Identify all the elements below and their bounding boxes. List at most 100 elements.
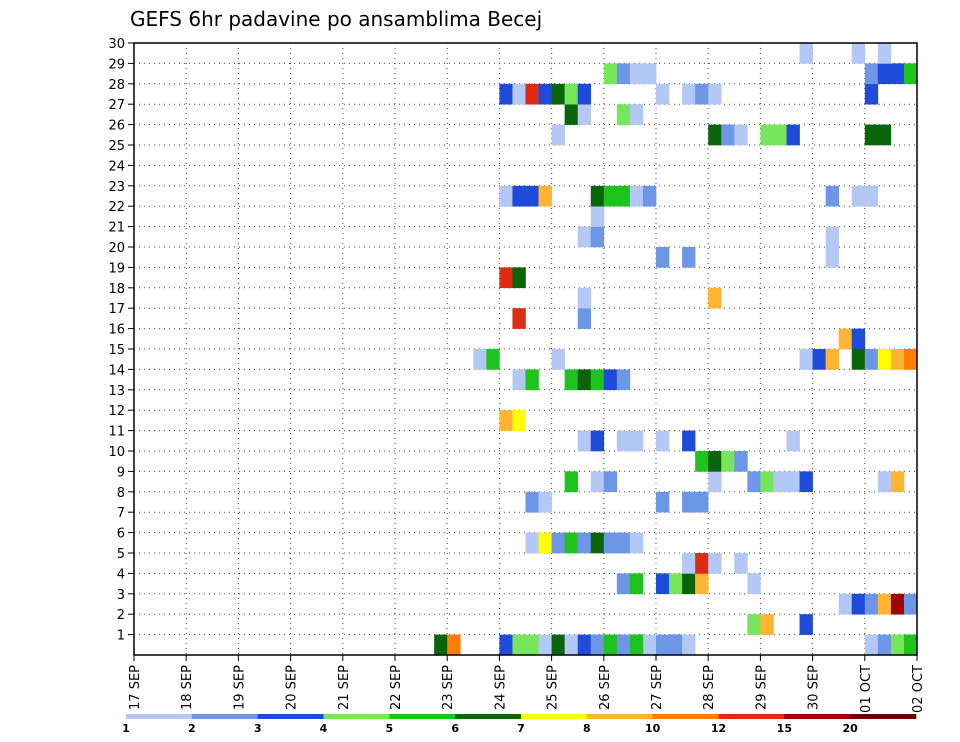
precip-cell — [682, 430, 696, 452]
legend-swatch — [784, 714, 851, 719]
precip-cell — [525, 532, 539, 554]
precip-cell — [760, 124, 774, 146]
precip-cell — [512, 267, 526, 289]
precip-cell — [603, 63, 618, 85]
y-tick-label: 26 — [108, 119, 125, 134]
precip-cell — [512, 185, 526, 207]
precip-cell — [721, 451, 735, 472]
precip-cell — [734, 451, 748, 472]
precip-cell — [864, 63, 879, 85]
precip-cell — [616, 104, 631, 125]
precip-cell — [682, 491, 696, 513]
precip-cell — [786, 471, 800, 493]
x-tick-label: 19 SEP — [232, 665, 247, 710]
precip-cell — [577, 430, 592, 452]
legend: 1 2 3 4 5 6 7 8 10 12 15 20 — [122, 714, 917, 735]
precip-cell — [642, 634, 657, 656]
precip-cell — [747, 573, 761, 595]
precip-cell — [512, 308, 526, 329]
precip-cell — [708, 553, 722, 574]
precip-cell — [603, 532, 618, 554]
precip-cell — [799, 471, 813, 493]
x-tick-label: 24 SEP — [493, 665, 508, 710]
precip-cell — [851, 328, 866, 350]
precip-cell — [760, 471, 774, 493]
precip-cell — [851, 185, 866, 207]
y-tick-label: 3 — [117, 588, 125, 603]
legend-label: 8 — [583, 722, 591, 735]
x-tick-label: 23 SEP — [441, 665, 456, 710]
precip-cell — [616, 63, 631, 85]
precip-cell — [682, 553, 696, 574]
legend-swatch — [521, 714, 588, 719]
precip-cell — [760, 614, 774, 635]
precip-cell — [473, 349, 487, 370]
precip-cell — [590, 226, 605, 248]
precip-cell — [773, 471, 787, 493]
precip-cell — [825, 349, 839, 370]
y-tick-label: 14 — [108, 363, 125, 378]
precip-cell — [747, 471, 761, 493]
y-tick-label: 30 — [108, 37, 125, 52]
precip-cell — [629, 634, 644, 656]
y-tick-label: 7 — [117, 506, 125, 521]
legend-label: 2 — [188, 722, 196, 735]
precip-cell — [564, 532, 578, 554]
precip-cell — [799, 43, 813, 64]
precip-cell — [682, 573, 696, 595]
x-tick-label: 02 OCT — [911, 665, 926, 713]
legend-swatch — [652, 714, 719, 719]
precip-cell — [877, 593, 892, 615]
precip-cell — [525, 83, 539, 105]
precip-cell — [890, 471, 905, 493]
precip-cell — [708, 124, 722, 146]
legend-swatch — [718, 714, 785, 719]
y-tick-label: 12 — [108, 404, 125, 419]
precip-cell — [499, 185, 513, 207]
chart-title: GEFS 6hr padavine po ansamblima Becej — [130, 7, 542, 31]
y-tick-label: 17 — [108, 302, 125, 317]
y-tick-label: 13 — [108, 384, 125, 399]
precip-cell — [890, 63, 905, 85]
x-tick-label: 22 SEP — [389, 665, 404, 710]
precip-cell — [499, 410, 513, 431]
legend-label: 15 — [777, 722, 792, 735]
x-tick-label: 30 SEP — [807, 665, 822, 710]
precip-cell — [590, 369, 605, 391]
precip-cell — [877, 43, 892, 64]
y-tick-label: 18 — [108, 282, 125, 297]
precip-cell — [538, 532, 552, 554]
x-tick-label: 20 SEP — [285, 665, 300, 710]
x-axis: 17 SEP 18 SEP 19 SEP 20 SEP 21 SEP 22 SEP 23 S… — [128, 655, 926, 713]
precip-cell — [564, 369, 578, 391]
precip-cell — [656, 83, 670, 105]
legend-swatch — [191, 714, 258, 719]
precip-cell — [499, 634, 513, 656]
precip-cell — [825, 247, 839, 268]
precip-cell — [864, 83, 879, 105]
precip-cell — [669, 634, 683, 656]
precip-cell — [864, 593, 879, 615]
precip-cell — [616, 185, 631, 207]
precip-cell — [564, 104, 578, 125]
y-tick-label: 1 — [117, 629, 125, 644]
precip-cell — [656, 247, 670, 268]
precip-cell — [669, 573, 683, 595]
precip-cell — [577, 83, 592, 105]
precip-cell — [629, 104, 644, 125]
precip-cell — [682, 247, 696, 268]
precip-cell — [434, 634, 448, 656]
precip-cell — [682, 634, 696, 656]
precip-cell — [825, 226, 839, 248]
y-tick-label: 5 — [117, 547, 125, 562]
precip-cell — [447, 634, 461, 656]
precip-cell — [577, 369, 592, 391]
precip-cell — [577, 532, 592, 554]
precip-cell — [499, 267, 513, 289]
precip-cell — [512, 83, 526, 105]
precip-cell — [629, 430, 644, 452]
precip-cell — [838, 328, 853, 350]
precip-cell — [616, 634, 631, 656]
legend-label: 6 — [451, 722, 459, 735]
precip-cell — [786, 124, 800, 146]
